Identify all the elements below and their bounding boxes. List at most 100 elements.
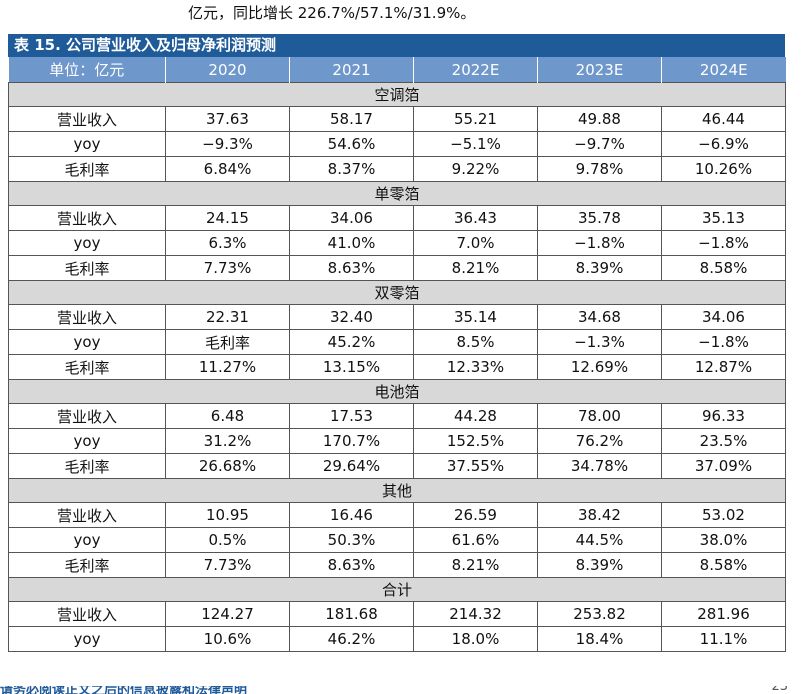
row-label: 毛利率	[8, 156, 166, 182]
table-row: yoy 0.5% 50.3% 61.6% 44.5% 38.0%	[8, 527, 786, 553]
table-cell: 38.0%	[661, 527, 786, 553]
table-cell: 10.26%	[661, 156, 786, 182]
table-cell: 41.0%	[289, 230, 414, 256]
table-cell: 6.48	[165, 403, 290, 429]
table-cell: 54.6%	[289, 131, 414, 157]
table-caption: 表 15. 公司营业收入及归母净利润预测	[8, 34, 785, 57]
table-row: 毛利率 7.73% 8.63% 8.21% 8.39% 8.58%	[8, 552, 786, 578]
table-cell: 38.42	[537, 502, 662, 528]
table-cell: −1.8%	[661, 230, 786, 256]
table-cell: −1.8%	[537, 230, 662, 256]
table-cell: 32.40	[289, 304, 414, 330]
table-cell: 8.63%	[289, 552, 414, 578]
table-cell: −6.9%	[661, 131, 786, 157]
table-cell: −1.3%	[537, 329, 662, 355]
table-cell: 31.2%	[165, 428, 290, 454]
section-title: 空调箔	[8, 82, 786, 107]
footer-disclaimer: 请务必阅读正文之后的信息披露和法律声明	[0, 686, 248, 694]
table-cell: 36.43	[413, 205, 538, 231]
table-cell: 152.5%	[413, 428, 538, 454]
table-cell: 53.02	[661, 502, 786, 528]
table-cell: 26.68%	[165, 453, 290, 479]
row-label: 营业收入	[8, 403, 166, 429]
table-cell: 78.00	[537, 403, 662, 429]
section-header-row: 其他	[8, 478, 786, 503]
table-row: 营业收入 24.15 34.06 36.43 35.78 35.13	[8, 205, 786, 231]
table-cell: 26.59	[413, 502, 538, 528]
table-cell: 12.87%	[661, 354, 786, 380]
forecast-table-container: 表 15. 公司营业收入及归母净利润预测 单位：亿元 2020 2021 202…	[8, 34, 786, 652]
table-cell: 8.58%	[661, 552, 786, 578]
table-cell: 181.68	[289, 601, 414, 627]
section-header-row: 空调箔	[8, 82, 786, 107]
row-label: 营业收入	[8, 502, 166, 528]
table-cell: 8.5%	[413, 329, 538, 355]
table-row: 营业收入 6.48 17.53 44.28 78.00 96.33	[8, 403, 786, 429]
table-cell: 10.95	[165, 502, 290, 528]
table-cell: 35.14	[413, 304, 538, 330]
section-header-row: 单零箔	[8, 181, 786, 206]
table-cell: 7.73%	[165, 552, 290, 578]
row-label: yoy	[8, 428, 166, 454]
table-row: 毛利率 11.27% 13.15% 12.33% 12.69% 12.87%	[8, 354, 786, 380]
row-label: 毛利率	[8, 255, 166, 281]
table-cell: −9.3%	[165, 131, 290, 157]
table-cell: 0.5%	[165, 527, 290, 553]
section-title: 单零箔	[8, 181, 786, 206]
row-label: 毛利率	[8, 354, 166, 380]
table-cell: 毛利率	[165, 329, 290, 355]
section-title: 合计	[8, 577, 786, 602]
section-title: 电池箔	[8, 379, 786, 404]
table-row: 毛利率 6.84% 8.37% 9.22% 9.78% 10.26%	[8, 156, 786, 182]
table-body: 空调箔 营业收入 37.63 58.17 55.21 49.88 46.44 yoy −9.3%…	[8, 82, 786, 652]
table-cell: 50.3%	[289, 527, 414, 553]
header-2024e: 2024E	[661, 57, 786, 83]
table-cell: 34.06	[289, 205, 414, 231]
table-cell: 35.78	[537, 205, 662, 231]
table-cell: 8.21%	[413, 552, 538, 578]
table-row: 营业收入 37.63 58.17 55.21 49.88 46.44	[8, 106, 786, 132]
table-cell: 8.58%	[661, 255, 786, 281]
table-cell: −9.7%	[537, 131, 662, 157]
table-row: 营业收入 22.31 32.40 35.14 34.68 34.06	[8, 304, 786, 330]
table-cell: 8.39%	[537, 255, 662, 281]
table-cell: 8.37%	[289, 156, 414, 182]
table-cell: 18.4%	[537, 626, 662, 652]
table-row: 毛利率 26.68% 29.64% 37.55% 34.78% 37.09%	[8, 453, 786, 479]
table-cell: 11.27%	[165, 354, 290, 380]
table-cell: 9.22%	[413, 156, 538, 182]
table-cell: 96.33	[661, 403, 786, 429]
table-cell: 34.68	[537, 304, 662, 330]
table-cell: 46.44	[661, 106, 786, 132]
row-label: yoy	[8, 527, 166, 553]
table-cell: 58.17	[289, 106, 414, 132]
row-label: 营业收入	[8, 304, 166, 330]
table-cell: 18.0%	[413, 626, 538, 652]
table-cell: −5.1%	[413, 131, 538, 157]
table-cell: 16.46	[289, 502, 414, 528]
table-cell: 37.63	[165, 106, 290, 132]
table-cell: 24.15	[165, 205, 290, 231]
table-cell: 12.33%	[413, 354, 538, 380]
table-cell: 170.7%	[289, 428, 414, 454]
table-cell: 76.2%	[537, 428, 662, 454]
row-label: yoy	[8, 131, 166, 157]
footer-page-number: 23	[771, 686, 788, 694]
table-cell: 29.64%	[289, 453, 414, 479]
table-cell: 22.31	[165, 304, 290, 330]
row-label: 营业收入	[8, 205, 166, 231]
header-2020: 2020	[165, 57, 290, 83]
header-2021: 2021	[289, 57, 414, 83]
table-cell: 45.2%	[289, 329, 414, 355]
table-cell: 124.27	[165, 601, 290, 627]
row-label: yoy	[8, 329, 166, 355]
table-cell: 12.69%	[537, 354, 662, 380]
row-label: yoy	[8, 626, 166, 652]
header-unit: 单位：亿元	[8, 57, 166, 83]
table-cell: 34.78%	[537, 453, 662, 479]
table-row: 毛利率 7.73% 8.63% 8.21% 8.39% 8.58%	[8, 255, 786, 281]
header-2023e: 2023E	[537, 57, 662, 83]
table-cell: 37.09%	[661, 453, 786, 479]
header-2022e: 2022E	[413, 57, 538, 83]
table-cell: 34.06	[661, 304, 786, 330]
